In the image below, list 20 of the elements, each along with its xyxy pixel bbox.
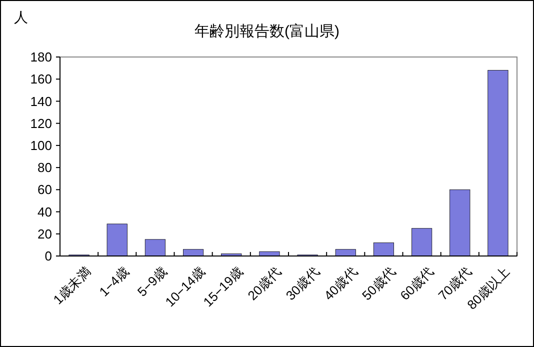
x-tick-label: 1−4歳 [96,264,132,300]
y-tick-label: 60 [38,182,52,198]
y-tick-label: 40 [38,204,52,220]
y-tick-label: 100 [30,138,52,153]
x-tick-label: 40歳代 [320,264,360,304]
y-tick-label: 180 [30,50,52,65]
y-tick-label: 80 [38,160,52,176]
chart-title: 年齢別報告数(富山県) [194,23,340,40]
y-tick-label: 0 [44,248,52,264]
x-tick-label: 60歳代 [397,264,436,304]
y-tick-label: 160 [30,72,52,87]
y-axis-title: 人 [14,9,28,25]
y-tick-label: 140 [30,94,52,109]
y-tick-label: 120 [30,116,52,131]
x-tick-label: 30歳代 [282,264,322,304]
x-tick-label: 20歳代 [244,264,284,304]
x-tick-label: 1歳未満 [50,264,94,308]
x-tick-label: 5−9歳 [134,264,170,300]
y-tick-label: 20 [38,226,52,242]
x-tick-label: 50歳代 [359,264,398,304]
